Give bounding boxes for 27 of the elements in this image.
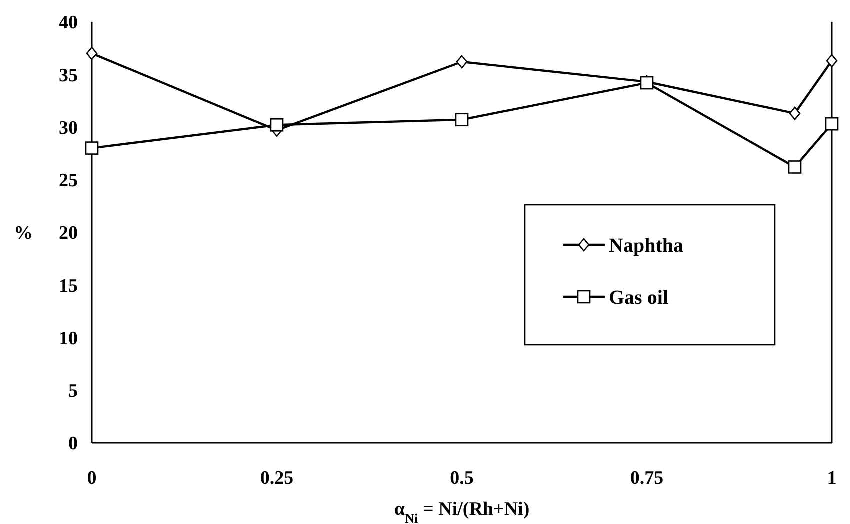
- x-tick-label: 0.5: [450, 468, 474, 489]
- x-tick-label: 1: [827, 468, 837, 489]
- y-tick-label: 15: [59, 276, 78, 297]
- x-axis-title: α$_{Ni}$ = Ni/(Rh+Ni): [394, 499, 530, 524]
- x-tick-label: 0: [87, 468, 97, 489]
- y-tick-label: 0: [68, 434, 78, 455]
- point: [456, 55, 468, 69]
- y-axis-title: %: [14, 223, 33, 244]
- legend-label: Naphtha: [609, 235, 684, 257]
- point: [826, 54, 838, 68]
- point: [788, 160, 802, 174]
- y-tick-label: 5: [68, 381, 78, 402]
- point: [270, 118, 284, 132]
- y-tick-label: 25: [59, 170, 78, 192]
- point: [455, 113, 469, 127]
- x-tick-label: 0.25: [260, 468, 294, 489]
- y-tick-label: 10: [59, 328, 78, 350]
- point: [825, 117, 839, 131]
- x-tick-label: 0.75: [630, 468, 664, 489]
- y-tick-label: 35: [59, 65, 78, 86]
- y-tick-label: 20: [59, 223, 78, 244]
- point: [789, 106, 801, 120]
- point: [85, 142, 99, 155]
- y-tick-label: 40: [59, 12, 78, 34]
- point: [86, 46, 98, 60]
- y-tick-label: 30: [59, 118, 78, 139]
- legend-label: Gas oil: [609, 287, 669, 309]
